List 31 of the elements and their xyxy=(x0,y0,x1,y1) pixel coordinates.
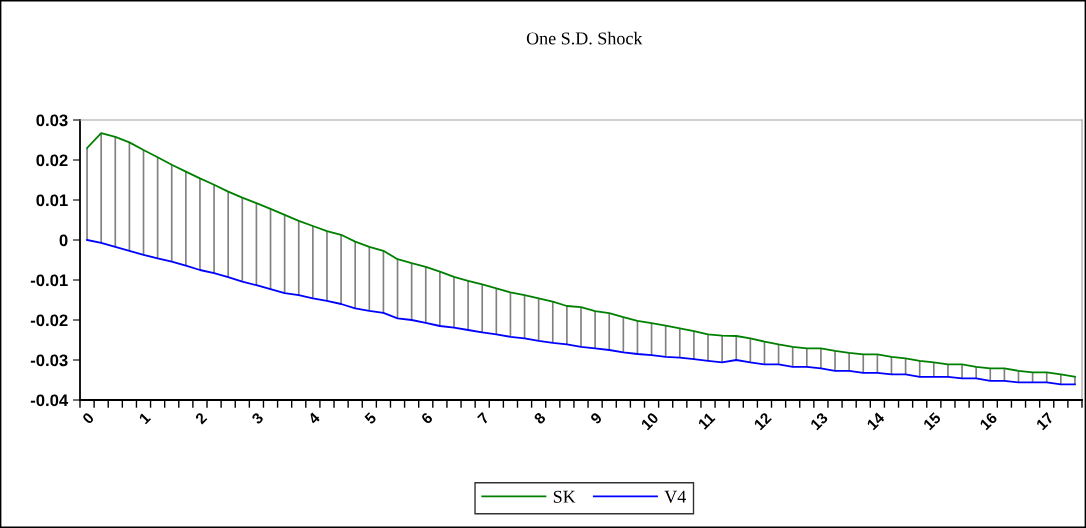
y-tick-label: 0.01 xyxy=(36,194,68,207)
y-tick-label: -0.02 xyxy=(30,314,68,327)
y-tick-label: 0 xyxy=(59,234,68,247)
x-tick-label: 12 xyxy=(753,411,772,431)
chart-title: One S.D. Shock xyxy=(526,31,643,45)
x-tick-label: 6 xyxy=(420,411,434,425)
x-tick-label: 2 xyxy=(194,411,208,425)
x-tick-label: 10 xyxy=(640,411,660,431)
x-tick-label: 15 xyxy=(922,411,942,431)
legend-label: V4 xyxy=(664,490,686,503)
x-tick-label: 1 xyxy=(138,411,152,425)
x-tick-label: 14 xyxy=(866,411,886,431)
x-tick-label: 11 xyxy=(697,411,716,430)
x-tick-label: 7 xyxy=(477,411,490,425)
x-tick-label: 3 xyxy=(250,411,264,425)
y-tick-label: 0.02 xyxy=(36,154,68,167)
x-tick-label: 0 xyxy=(81,411,95,425)
y-tick-label: -0.01 xyxy=(30,274,68,287)
x-tick-label: 5 xyxy=(364,411,377,425)
y-tick-label: 0.03 xyxy=(36,114,68,127)
line-series xyxy=(86,132,1076,378)
y-tick-label: -0.04 xyxy=(30,394,69,407)
x-tick-label: 17 xyxy=(1035,411,1055,431)
line-series xyxy=(86,239,1076,386)
x-tick-label: 13 xyxy=(809,411,829,431)
x-tick-label: 16 xyxy=(979,411,998,431)
x-tick-label: 4 xyxy=(307,411,321,425)
legend-label: SK xyxy=(553,490,576,503)
x-tick-label: 9 xyxy=(589,411,603,425)
y-tick-label: -0.03 xyxy=(30,354,68,367)
x-tick-label: 8 xyxy=(533,411,547,425)
